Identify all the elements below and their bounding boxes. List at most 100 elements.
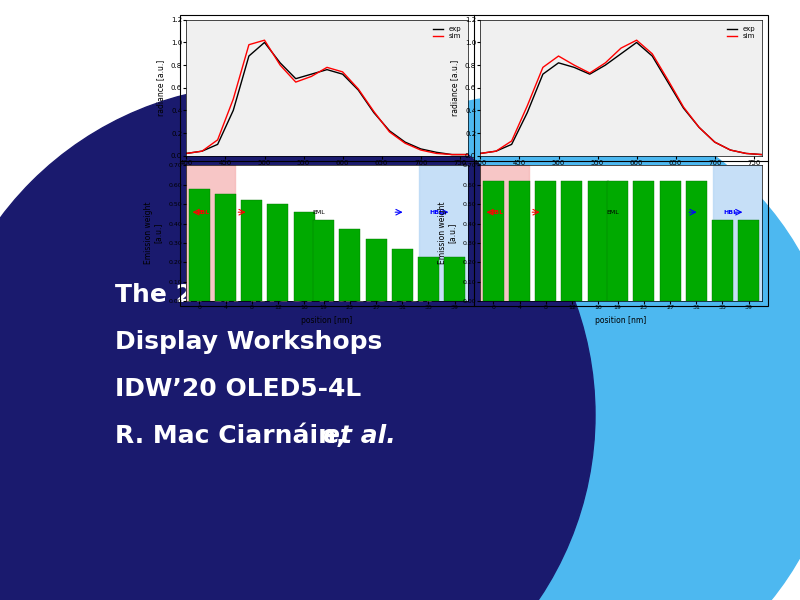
Bar bbox=[242, 200, 262, 301]
Text: The 27th International: The 27th International bbox=[115, 283, 434, 307]
sim bbox=[475, 150, 485, 157]
Bar bbox=[186, 166, 235, 301]
sim bbox=[369, 108, 378, 115]
sim bbox=[182, 150, 191, 157]
Bar bbox=[634, 181, 654, 301]
Bar bbox=[713, 166, 762, 301]
exp bbox=[322, 66, 332, 73]
exp bbox=[710, 139, 719, 146]
sim bbox=[554, 52, 563, 59]
Text: HBL: HBL bbox=[430, 209, 444, 215]
sim bbox=[463, 151, 473, 158]
exp bbox=[585, 71, 594, 78]
exp bbox=[244, 52, 254, 59]
Text: EML: EML bbox=[312, 209, 325, 215]
X-axis label: wavelength [nm]: wavelength [nm] bbox=[588, 172, 654, 181]
Circle shape bbox=[220, 95, 800, 600]
Text: et al.: et al. bbox=[323, 424, 396, 448]
sim bbox=[291, 79, 301, 86]
sim bbox=[260, 37, 270, 44]
Text: EML: EML bbox=[606, 209, 619, 215]
exp bbox=[213, 141, 222, 148]
Bar bbox=[215, 194, 236, 301]
Bar bbox=[314, 220, 334, 301]
sim bbox=[538, 64, 548, 71]
sim bbox=[306, 73, 316, 80]
Bar bbox=[659, 181, 681, 301]
sim bbox=[757, 151, 766, 158]
exp bbox=[198, 148, 207, 155]
Text: IDW’20 OLED5-4L: IDW’20 OLED5-4L bbox=[115, 377, 362, 401]
Bar bbox=[294, 212, 314, 301]
exp bbox=[538, 71, 548, 78]
sim bbox=[710, 139, 719, 146]
Bar bbox=[686, 181, 706, 301]
sim bbox=[385, 128, 394, 136]
sim bbox=[491, 148, 501, 155]
exp bbox=[570, 64, 579, 71]
sim bbox=[678, 103, 688, 110]
sim bbox=[447, 151, 457, 158]
exp bbox=[400, 139, 410, 146]
exp bbox=[507, 141, 517, 148]
exp bbox=[601, 61, 610, 68]
exp bbox=[275, 59, 285, 67]
exp bbox=[694, 124, 704, 131]
exp bbox=[554, 59, 563, 67]
X-axis label: position [nm]: position [nm] bbox=[595, 316, 646, 325]
exp bbox=[463, 151, 473, 158]
Bar bbox=[444, 257, 465, 301]
Line: exp: exp bbox=[186, 43, 468, 155]
Bar bbox=[607, 181, 628, 301]
Line: sim: sim bbox=[480, 40, 762, 155]
Y-axis label: radiance [a.u.]: radiance [a.u.] bbox=[450, 59, 459, 116]
Bar bbox=[418, 257, 439, 301]
Bar bbox=[366, 239, 386, 301]
sim bbox=[322, 64, 332, 71]
sim bbox=[400, 140, 410, 147]
Bar bbox=[480, 166, 530, 301]
sim bbox=[585, 70, 594, 77]
exp bbox=[431, 149, 441, 156]
sim bbox=[507, 137, 517, 145]
exp bbox=[229, 107, 238, 114]
sim bbox=[354, 85, 363, 92]
exp bbox=[385, 127, 394, 134]
Bar bbox=[588, 181, 609, 301]
exp bbox=[522, 109, 532, 116]
exp bbox=[632, 39, 642, 46]
X-axis label: position [nm]: position [nm] bbox=[302, 316, 353, 325]
sim bbox=[244, 41, 254, 49]
Y-axis label: radiance [a.u.]: radiance [a.u.] bbox=[157, 59, 166, 116]
sim bbox=[338, 68, 347, 76]
sim bbox=[275, 61, 285, 68]
sim bbox=[694, 124, 704, 131]
exp bbox=[369, 109, 378, 116]
sim bbox=[632, 37, 642, 44]
sim bbox=[601, 59, 610, 67]
sim bbox=[741, 150, 750, 157]
Legend: exp, sim: exp, sim bbox=[430, 23, 464, 42]
exp bbox=[726, 146, 735, 154]
sim bbox=[663, 76, 673, 83]
X-axis label: wavelength [nm]: wavelength [nm] bbox=[294, 172, 360, 181]
sim bbox=[726, 146, 735, 154]
Text: Display Workshops: Display Workshops bbox=[115, 330, 382, 354]
sim bbox=[416, 146, 426, 154]
exp bbox=[306, 71, 316, 78]
sim bbox=[616, 44, 626, 52]
Bar bbox=[535, 181, 556, 301]
exp bbox=[757, 151, 766, 158]
sim bbox=[431, 150, 441, 157]
exp bbox=[416, 145, 426, 152]
exp bbox=[616, 50, 626, 58]
Bar bbox=[339, 229, 360, 301]
Bar bbox=[738, 220, 759, 301]
sim bbox=[522, 102, 532, 109]
exp bbox=[741, 150, 750, 157]
sim bbox=[570, 61, 579, 68]
Y-axis label: Emission weight
[a.u.]: Emission weight [a.u.] bbox=[143, 202, 163, 265]
Circle shape bbox=[0, 85, 595, 600]
Text: R. Mac Ciarnáin,: R. Mac Ciarnáin, bbox=[115, 424, 354, 448]
Bar bbox=[509, 181, 530, 301]
